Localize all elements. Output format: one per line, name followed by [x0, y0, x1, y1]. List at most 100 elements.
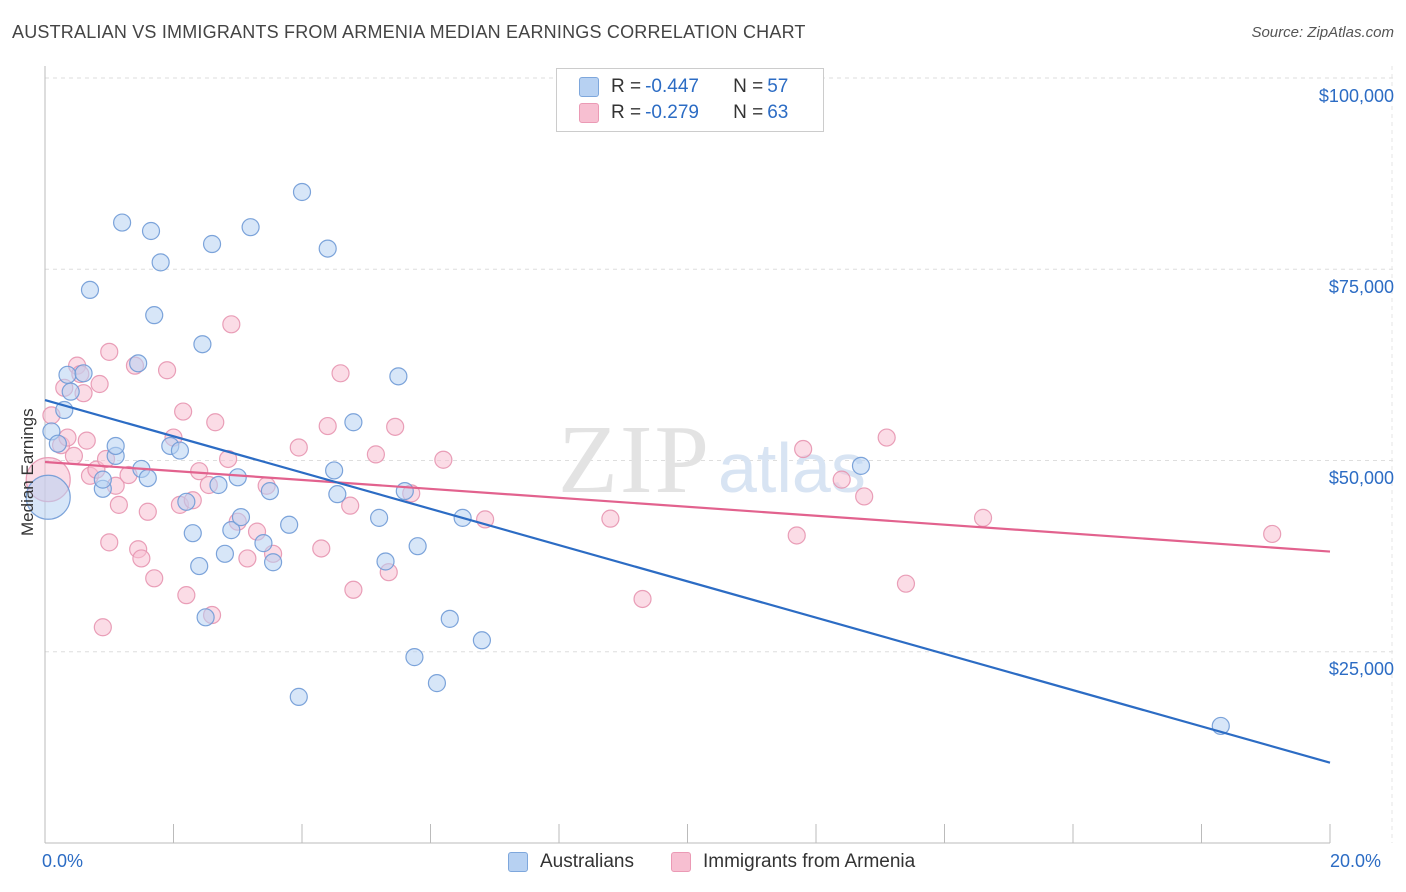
armenia-point-63 [1263, 524, 1282, 544]
x-tick-label-max: 20.0% [1330, 851, 1382, 871]
armenia-point-28 [174, 402, 193, 421]
australians-point-26 [202, 234, 222, 254]
australians-point-32 [241, 218, 260, 237]
y-tick-label-100000: $100,000 [1318, 86, 1394, 106]
legend-n-value: 63 [767, 102, 789, 123]
legend-row-australians: R = -0.447 N = 57 [579, 74, 788, 100]
trend-line-australians [44, 399, 1331, 764]
armenia-point-54 [601, 509, 620, 528]
legend-swatch-blue [579, 77, 599, 97]
armenia-point-62 [973, 508, 993, 527]
armenia-point-18 [109, 495, 128, 514]
legend-r-label: R = [611, 102, 642, 123]
armenia-point-36 [222, 315, 241, 334]
bottom-legend-label: Immigrants from Armenia [703, 851, 916, 872]
australians-point-36 [280, 515, 299, 534]
australians-point-7 [80, 280, 100, 300]
legend-n-value: 57 [767, 76, 789, 97]
legend-r-value: -0.447 [645, 76, 699, 97]
australians-point-4 [61, 382, 80, 401]
australians-point-9 [93, 470, 112, 489]
australians-point-33 [254, 534, 273, 553]
australians-point-2 [48, 434, 67, 453]
australians-point-44 [376, 552, 395, 571]
bottom-legend-armenia: Immigrants from Armenia [671, 851, 915, 873]
legend-row-armenia: R = -0.279 N = 63 [579, 100, 788, 126]
armenia-point-9 [77, 431, 96, 450]
watermark-zip: ZIP [558, 406, 711, 514]
australians-point-0 [25, 474, 71, 520]
armenia-point-59 [855, 487, 874, 506]
australians-point-37 [289, 687, 308, 706]
legend-n-label: N = [733, 76, 764, 97]
correlation-legend: R = -0.447 N = 57 R = -0.279 N = 63 [556, 68, 824, 132]
armenia-point-46 [341, 496, 360, 515]
chart-title: AUSTRALIAN VS IMMIGRANTS FROM ARMENIA ME… [12, 22, 806, 42]
armenia-point-15 [100, 342, 119, 361]
legend-r-label: R = [611, 76, 642, 97]
australians-point-41 [328, 485, 347, 504]
australians-point-47 [405, 648, 424, 667]
bottom-legend-australians: Australians [508, 851, 634, 873]
australians-point-45 [389, 367, 408, 386]
armenia-point-12 [90, 374, 109, 394]
australians-point-53 [851, 456, 871, 475]
australians-point-38 [292, 182, 312, 202]
bottom-legend-swatch-blue [508, 852, 528, 872]
australians-point-27 [209, 475, 228, 495]
australians-point-22 [183, 524, 202, 543]
australians-point-11 [106, 436, 125, 456]
y-tick-label-25000: $25,000 [1328, 659, 1394, 679]
armenia-point-13 [93, 618, 112, 637]
y-axis-label: Median Earnings [18, 408, 37, 536]
australians-point-28 [215, 544, 234, 563]
australians-point-30 [228, 468, 247, 487]
armenia-point-25 [157, 361, 177, 380]
australians-point-40 [325, 461, 344, 480]
australians-point-35 [263, 553, 283, 572]
australians-point-43 [370, 508, 389, 527]
armenia-point-38 [238, 549, 257, 568]
y-tick-label-50000: $50,000 [1328, 468, 1394, 488]
armenia-point-48 [366, 445, 385, 464]
armenia-point-5 [64, 446, 84, 466]
legend-r-value: -0.279 [645, 102, 699, 123]
armenia-point-35 [219, 449, 238, 469]
armenia-point-55 [633, 589, 652, 609]
watermark-atlas: atlas [718, 429, 866, 507]
legend-n-label: N = [733, 102, 764, 123]
australians-point-42 [344, 413, 363, 432]
armenia-point-45 [331, 364, 350, 383]
bottom-legend-swatch-pink [671, 852, 691, 872]
australians-point-52 [472, 631, 491, 650]
armenia-point-57 [794, 439, 813, 459]
bottom-legend-label: Australians [540, 851, 634, 872]
armenia-point-42 [289, 438, 308, 457]
australians-point-5 [58, 365, 77, 384]
armenia-point-43 [312, 539, 331, 558]
australians-point-6 [74, 364, 93, 383]
australians-point-48 [408, 537, 427, 556]
watermark: ZIP atlas [558, 406, 866, 514]
y-tick-label-75000: $75,000 [1328, 277, 1394, 297]
australians-point-16 [141, 221, 161, 241]
armenia-point-52 [434, 450, 453, 469]
australians-point-12 [112, 213, 132, 232]
armenia-point-34 [206, 413, 225, 432]
armenia-point-16 [100, 533, 119, 552]
australians-point-31 [231, 508, 251, 527]
australians-point-46 [395, 482, 414, 501]
australians-point-18 [151, 253, 170, 272]
australians-point-39 [318, 239, 337, 258]
australians-point-24 [193, 335, 212, 354]
australians-point-29 [222, 521, 241, 540]
armenia-point-23 [138, 502, 157, 521]
australians-point-13 [129, 354, 148, 373]
australians-point-23 [190, 556, 209, 576]
source-label: Source: ZipAtlas.com [1251, 24, 1394, 41]
armenia-point-44 [318, 416, 337, 436]
armenia-point-29 [177, 586, 196, 605]
australians-point-17 [145, 306, 164, 325]
armenia-point-22 [132, 549, 151, 568]
